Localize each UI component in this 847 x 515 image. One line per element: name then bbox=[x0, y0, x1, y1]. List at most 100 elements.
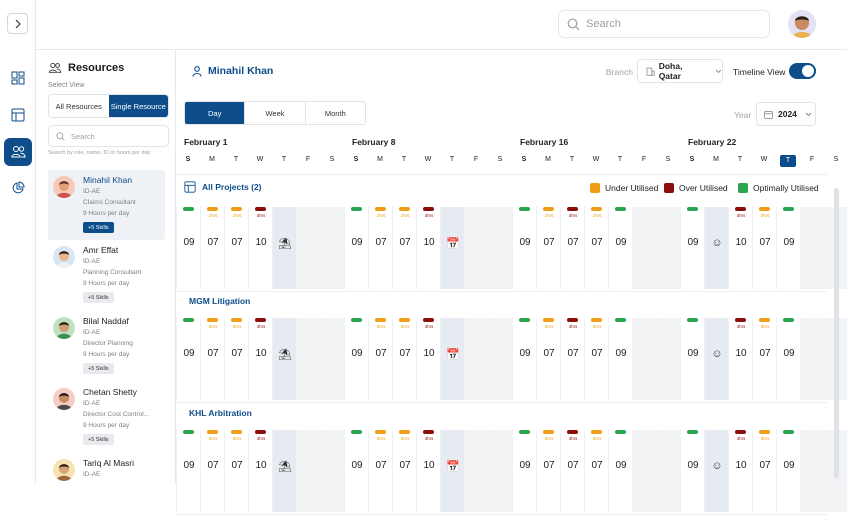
day-cell[interactable]: 2hrs 07 bbox=[392, 318, 416, 400]
tab-day[interactable]: Day bbox=[185, 102, 246, 124]
day-cell[interactable]: 09 bbox=[680, 207, 704, 289]
day-cell[interactable]: 09 bbox=[344, 207, 368, 289]
all-projects-row[interactable]: All Projects (2) bbox=[184, 181, 262, 193]
day-cell[interactable] bbox=[800, 318, 824, 400]
day-cell[interactable]: 2hrs 07 bbox=[224, 207, 248, 289]
all-resources-tab[interactable]: All Resources bbox=[55, 101, 102, 111]
day-cell[interactable]: 4hrs 07 bbox=[560, 318, 584, 400]
day-cell[interactable] bbox=[656, 430, 680, 512]
day-cell[interactable] bbox=[488, 318, 512, 400]
day-cell[interactable]: 4hrs 07 bbox=[560, 430, 584, 512]
day-cell[interactable]: 09 bbox=[176, 430, 200, 512]
day-cell[interactable] bbox=[320, 430, 344, 512]
day-cell[interactable]: 09 bbox=[344, 318, 368, 400]
day-cell[interactable]: 3hrs 07 bbox=[752, 430, 776, 512]
day-cell[interactable]: 09 bbox=[608, 207, 632, 289]
day-cell[interactable] bbox=[464, 207, 488, 289]
day-cell[interactable] bbox=[464, 430, 488, 512]
day-cell[interactable] bbox=[320, 318, 344, 400]
day-cell[interactable]: 09 bbox=[776, 318, 800, 400]
day-cell[interactable]: 📅 bbox=[440, 430, 464, 512]
day-cell[interactable]: 2hrs 07 bbox=[584, 318, 608, 400]
day-cell[interactable]: 09 bbox=[608, 430, 632, 512]
day-cell[interactable]: 09 bbox=[680, 430, 704, 512]
day-cell[interactable]: 09 bbox=[680, 318, 704, 400]
day-cell[interactable]: 2hrs 07 bbox=[200, 207, 224, 289]
day-cell[interactable]: 09 bbox=[176, 318, 200, 400]
day-cell[interactable]: ☺ bbox=[704, 430, 728, 512]
day-cell[interactable]: 2hrs 07 bbox=[368, 318, 392, 400]
day-cell[interactable]: 2hrs 07 bbox=[584, 207, 608, 289]
day-cell[interactable]: 4hrs 10 bbox=[728, 207, 752, 289]
expand-sidebar-button[interactable] bbox=[7, 13, 28, 34]
nav-resources[interactable] bbox=[4, 138, 32, 166]
day-cell[interactable]: 2hrs 07 bbox=[536, 207, 560, 289]
day-cell[interactable]: 09 bbox=[176, 207, 200, 289]
day-cell[interactable] bbox=[320, 207, 344, 289]
global-search-input[interactable]: Search bbox=[558, 10, 770, 38]
day-cell[interactable] bbox=[464, 318, 488, 400]
timeline-view-toggle[interactable] bbox=[789, 63, 816, 79]
day-cell[interactable] bbox=[800, 207, 824, 289]
day-cell[interactable]: 2hrs 07 bbox=[368, 430, 392, 512]
day-cell[interactable]: ⛱ bbox=[272, 207, 296, 289]
day-cell[interactable]: 2hrs 07 bbox=[584, 430, 608, 512]
day-cell[interactable] bbox=[656, 318, 680, 400]
day-cell[interactable]: 📅 bbox=[440, 207, 464, 289]
branch-select[interactable]: Doha, Qatar bbox=[637, 59, 723, 83]
resource-search-input[interactable]: Search bbox=[48, 125, 169, 147]
year-select[interactable]: 2024 bbox=[756, 102, 816, 126]
day-cell[interactable]: ⛱ bbox=[272, 430, 296, 512]
single-resource-tab[interactable]: Single Resource bbox=[108, 95, 168, 117]
day-cell[interactable]: 2hrs 07 bbox=[392, 207, 416, 289]
day-cell[interactable]: 2hrs 07 bbox=[392, 430, 416, 512]
skills-badge[interactable]: +5 Skills bbox=[83, 222, 114, 233]
skills-badge[interactable]: +5 Skills bbox=[83, 434, 114, 445]
day-cell[interactable]: 4hrs 10 bbox=[248, 430, 272, 512]
day-cell[interactable]: 09 bbox=[344, 430, 368, 512]
day-cell[interactable]: ☺ bbox=[704, 207, 728, 289]
day-cell[interactable] bbox=[488, 207, 512, 289]
resource-item[interactable]: Amr Effat ID-AE Planning Consultant 9 Ho… bbox=[48, 240, 165, 310]
day-cell[interactable]: 4hrs 10 bbox=[416, 430, 440, 512]
day-cell[interactable]: 4hrs 10 bbox=[728, 430, 752, 512]
day-cell[interactable]: 2hrs 07 bbox=[536, 430, 560, 512]
day-cell[interactable]: 2hrs 07 bbox=[536, 318, 560, 400]
resource-item[interactable]: Chetan Shetty ID-AE Director Cost Contro… bbox=[48, 382, 165, 452]
day-cell[interactable]: 3hrs 07 bbox=[752, 318, 776, 400]
day-cell[interactable] bbox=[296, 318, 320, 400]
day-cell[interactable]: 4hrs 10 bbox=[416, 207, 440, 289]
day-cell[interactable] bbox=[632, 318, 656, 400]
day-cell[interactable]: 3hrs 07 bbox=[752, 207, 776, 289]
day-cell[interactable] bbox=[656, 207, 680, 289]
day-cell[interactable] bbox=[632, 207, 656, 289]
day-cell[interactable] bbox=[296, 430, 320, 512]
day-cell[interactable]: 09 bbox=[776, 430, 800, 512]
user-avatar[interactable] bbox=[788, 10, 816, 38]
day-cell[interactable]: ☺ bbox=[704, 318, 728, 400]
day-cell[interactable] bbox=[488, 430, 512, 512]
day-cell[interactable] bbox=[296, 207, 320, 289]
day-cell[interactable]: 09 bbox=[512, 318, 536, 400]
day-cell[interactable]: 4hrs 07 bbox=[560, 207, 584, 289]
day-cell[interactable]: 📅 bbox=[440, 318, 464, 400]
day-cell[interactable] bbox=[632, 430, 656, 512]
day-cell[interactable]: 2hrs 07 bbox=[200, 430, 224, 512]
day-cell[interactable]: 09 bbox=[776, 207, 800, 289]
nav-dashboard[interactable] bbox=[4, 64, 32, 92]
day-cell[interactable]: 2hrs 07 bbox=[200, 318, 224, 400]
nav-table[interactable] bbox=[4, 101, 32, 129]
day-cell[interactable]: 2hrs 07 bbox=[224, 430, 248, 512]
resource-item[interactable]: Bilal Naddaf ID-AE Director Planning 9 H… bbox=[48, 311, 165, 381]
day-cell[interactable]: 4hrs 10 bbox=[416, 318, 440, 400]
day-cell[interactable]: 2hrs 07 bbox=[368, 207, 392, 289]
skills-badge[interactable]: +5 Skills bbox=[83, 292, 114, 303]
tab-month[interactable]: Month bbox=[324, 108, 346, 118]
day-cell[interactable]: 09 bbox=[608, 318, 632, 400]
day-cell[interactable]: 4hrs 10 bbox=[248, 207, 272, 289]
day-cell[interactable]: 09 bbox=[512, 207, 536, 289]
day-cell[interactable]: 09 bbox=[512, 430, 536, 512]
project-name[interactable]: MGM Litigation bbox=[189, 296, 251, 306]
day-cell[interactable]: 2hrs 07 bbox=[224, 318, 248, 400]
resource-item[interactable]: Minahil Khan ID-AE Claims Consultant 9 H… bbox=[48, 170, 165, 240]
